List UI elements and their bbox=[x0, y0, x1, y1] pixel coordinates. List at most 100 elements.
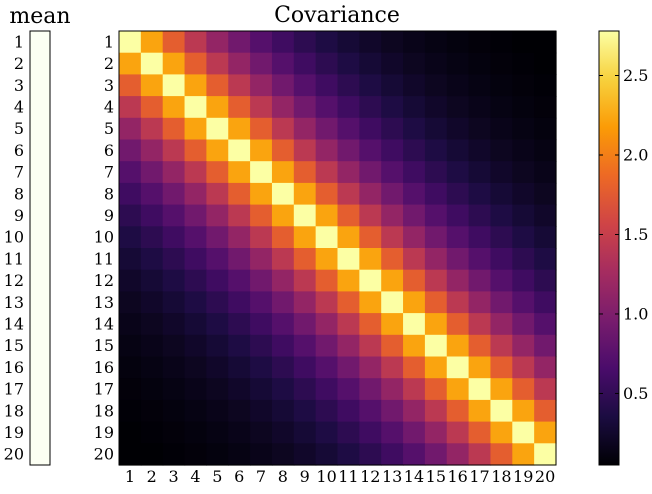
heatmap-cell bbox=[206, 356, 229, 379]
heatmap-cell bbox=[490, 52, 513, 75]
heatmap-cell bbox=[315, 291, 339, 314]
heatmap-cell bbox=[534, 443, 557, 466]
heatmap-cell bbox=[162, 399, 186, 423]
heatmap-cell bbox=[140, 139, 164, 162]
heatmap-cell bbox=[119, 52, 142, 75]
covariance-row-label: 14 bbox=[94, 314, 114, 333]
heatmap-cell bbox=[490, 443, 513, 466]
heatmap-cell bbox=[490, 182, 513, 206]
heatmap-cell bbox=[228, 31, 251, 54]
heatmap-cell bbox=[534, 378, 557, 401]
heatmap-cell bbox=[315, 182, 339, 206]
heatmap-cell bbox=[381, 378, 404, 401]
heatmap-cell bbox=[403, 399, 426, 423]
heatmap-cell bbox=[119, 399, 142, 423]
heatmap-cell bbox=[293, 204, 317, 227]
heatmap-cell bbox=[140, 313, 164, 336]
heatmap-cell bbox=[468, 356, 492, 379]
colorbar-tick-label: 2.5 bbox=[623, 66, 648, 85]
heatmap-cell bbox=[534, 182, 557, 206]
heatmap-cell bbox=[250, 313, 273, 336]
heatmap-cell bbox=[359, 356, 382, 379]
heatmap-cell bbox=[206, 182, 229, 206]
heatmap-cell bbox=[337, 248, 360, 271]
heatmap-cell bbox=[228, 161, 251, 184]
covariance-column-label: 12 bbox=[360, 467, 380, 486]
heatmap-cell bbox=[337, 313, 360, 336]
heatmap-cell bbox=[424, 421, 448, 444]
heatmap-cell bbox=[162, 378, 186, 401]
heatmap-cell bbox=[403, 182, 426, 206]
covariance-frame bbox=[118, 30, 557, 466]
heatmap-cell bbox=[293, 421, 317, 444]
heatmap-cell bbox=[424, 139, 448, 162]
heatmap-cell bbox=[293, 443, 317, 466]
heatmap-cell bbox=[359, 269, 382, 292]
heatmap-cell bbox=[490, 117, 513, 141]
heatmap-cell bbox=[184, 334, 207, 358]
heatmap-cell bbox=[271, 443, 295, 466]
heatmap-cell bbox=[359, 443, 382, 466]
heatmap-cell bbox=[359, 161, 382, 184]
heatmap-cell bbox=[271, 356, 295, 379]
heatmap-cell bbox=[534, 356, 557, 379]
heatmap-cell bbox=[446, 378, 470, 401]
heatmap-cell bbox=[271, 291, 295, 314]
heatmap-cell bbox=[206, 291, 229, 314]
heatmap-cell bbox=[140, 31, 164, 54]
heatmap-cell bbox=[271, 74, 295, 97]
colorbar-ticks: 0.5 1.0 1.5 2.0 2.5 bbox=[599, 66, 648, 403]
heatmap-cell bbox=[271, 52, 295, 75]
heatmap-cell bbox=[184, 378, 207, 401]
heatmap-cell bbox=[446, 291, 470, 314]
heatmap-cell bbox=[228, 269, 251, 292]
heatmap-cell bbox=[512, 378, 535, 401]
covariance-title: Covariance bbox=[274, 3, 400, 28]
heatmap-cell bbox=[293, 313, 317, 336]
heatmap-cell bbox=[403, 334, 426, 358]
heatmap-cell bbox=[512, 334, 535, 358]
heatmap-cell bbox=[403, 421, 426, 444]
heatmap-cell bbox=[424, 161, 448, 184]
heatmap-cell bbox=[381, 52, 404, 75]
heatmap-cell bbox=[228, 291, 251, 314]
heatmap-cell bbox=[446, 226, 470, 249]
mean-row-label: 2 bbox=[14, 54, 24, 73]
colorbar-tick-label: 2.0 bbox=[623, 146, 648, 165]
heatmap-cell bbox=[424, 182, 448, 206]
heatmap-cell bbox=[206, 399, 229, 423]
heatmap-cell bbox=[512, 313, 535, 336]
heatmap-cell bbox=[359, 399, 382, 423]
colorbar-gradient bbox=[598, 30, 620, 466]
heatmap-cell bbox=[359, 52, 382, 75]
heatmap-cell bbox=[359, 74, 382, 97]
mean-row-label: 19 bbox=[4, 423, 24, 442]
heatmap-cell bbox=[534, 399, 557, 423]
covariance-column-label: 3 bbox=[169, 467, 179, 486]
heatmap-cell bbox=[446, 443, 470, 466]
heatmap-cell bbox=[512, 443, 535, 466]
heatmap-cell bbox=[446, 161, 470, 184]
heatmap-cell bbox=[250, 74, 273, 97]
heatmap-cell bbox=[293, 356, 317, 379]
heatmap-cell bbox=[446, 334, 470, 358]
heatmap-cell bbox=[490, 226, 513, 249]
heatmap-cell bbox=[250, 269, 273, 292]
mean-row-label: 16 bbox=[4, 358, 24, 377]
heatmap-cell bbox=[424, 52, 448, 75]
covariance-row-label: 19 bbox=[94, 423, 114, 442]
heatmap-cell bbox=[534, 421, 557, 444]
heatmap-cell bbox=[490, 378, 513, 401]
heatmap-cell bbox=[228, 204, 251, 227]
heatmap-cell bbox=[315, 313, 339, 336]
heatmap-cell bbox=[206, 139, 229, 162]
heatmap-cell bbox=[119, 421, 142, 444]
covariance-column-label: 4 bbox=[190, 467, 200, 486]
heatmap-cell bbox=[337, 226, 360, 249]
heatmap-cell bbox=[228, 378, 251, 401]
heatmap-cell bbox=[293, 248, 317, 271]
heatmap-cell bbox=[119, 291, 142, 314]
heatmap-cell bbox=[337, 334, 360, 358]
heatmap-cell bbox=[271, 117, 295, 141]
heatmap-cell bbox=[490, 269, 513, 292]
